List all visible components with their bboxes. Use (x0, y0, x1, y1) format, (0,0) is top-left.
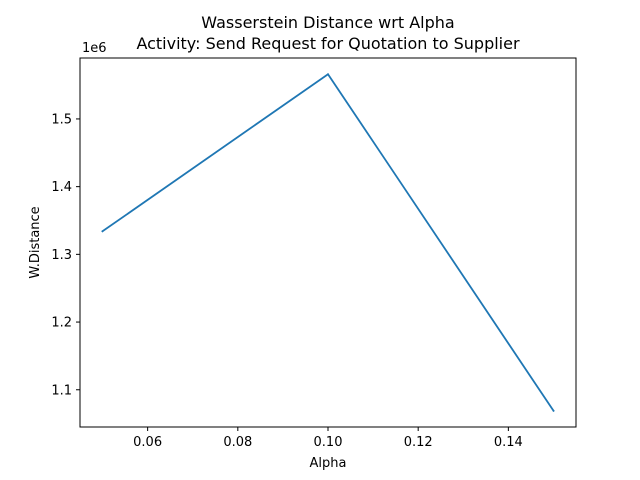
y-tick-label: 1.3 (51, 248, 72, 263)
x-tick-label: 0.10 (314, 435, 343, 450)
plot-frame (79, 57, 577, 428)
x-tick-label: 0.14 (494, 435, 523, 450)
x-tick-label: 0.06 (133, 435, 162, 450)
series-layer (101, 73, 555, 413)
data-point (327, 73, 329, 76)
y-axis-label: W.Distance (28, 206, 43, 278)
x-axis-ticks: 0.06 0.08 0.10 0.12 0.14 (133, 427, 523, 450)
x-tick-label: 0.12 (404, 435, 433, 450)
data-point (552, 409, 555, 412)
y-tick-label: 1.2 (51, 316, 72, 331)
chart-title-line-1: Wasserstein Distance wrt Alpha (201, 13, 454, 32)
y-tick-label: 1.4 (51, 180, 72, 195)
chart-title-line-2: Activity: Send Request for Quotation to … (136, 34, 520, 53)
y-axis-ticks: 1.1 1.2 1.3 1.4 1.5 (51, 112, 80, 398)
y-tick-label: 1.5 (51, 112, 72, 127)
data-point (101, 230, 104, 233)
y-tick-label: 1.1 (51, 383, 72, 398)
x-axis-label: Alpha (310, 456, 347, 471)
x-tick-label: 0.08 (223, 435, 252, 450)
y-offset-label: 1e6 (82, 41, 107, 56)
